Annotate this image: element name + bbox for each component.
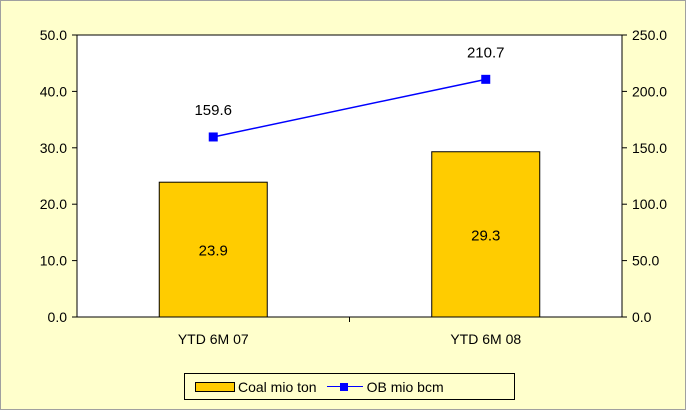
line-ob: [213, 78, 486, 138]
legend: Coal mio ton OB mio bcm: [184, 373, 515, 400]
line-ob-marker: [208, 132, 218, 142]
legend-item-ob: OB mio bcm: [326, 378, 444, 395]
y-left-tick-label: 40.0: [40, 83, 67, 99]
line-data-label: 210.7: [467, 44, 505, 61]
line-ob-marker: [481, 74, 491, 84]
legend-swatch-coal: [195, 381, 235, 392]
legend-label-ob: OB mio bcm: [366, 378, 444, 395]
bar-data-label: 29.3: [471, 227, 500, 244]
y-right-tick-label: 0.0: [632, 309, 652, 325]
legend-line-ob-icon: [326, 381, 363, 393]
y-left-tick-label: 50.0: [40, 27, 67, 43]
bar-data-label: 23.9: [199, 243, 228, 260]
y-right-tick-label: 150.0: [632, 140, 667, 156]
x-tick-label: YTD 6M 08: [450, 331, 521, 347]
y-right-tick-label: 250.0: [632, 27, 667, 43]
y-right-tick-label: 100.0: [632, 196, 667, 212]
y-left-tick-label: 30.0: [40, 140, 67, 156]
y-right-tick-label: 50.0: [632, 253, 659, 269]
y-left-tick-label: 20.0: [40, 196, 67, 212]
legend-label-coal: Coal mio ton: [238, 378, 317, 395]
bar-coal: [158, 181, 268, 318]
legend-item-coal: Coal mio ton: [195, 379, 317, 395]
y-left-tick-label: 0.0: [48, 309, 68, 325]
y-right-tick-label: 200.0: [632, 83, 667, 99]
x-tick-label: YTD 6M 07: [178, 331, 249, 347]
bar-coal: [431, 151, 541, 318]
line-data-label: 159.6: [194, 102, 232, 119]
y-left-tick-label: 10.0: [40, 253, 67, 269]
